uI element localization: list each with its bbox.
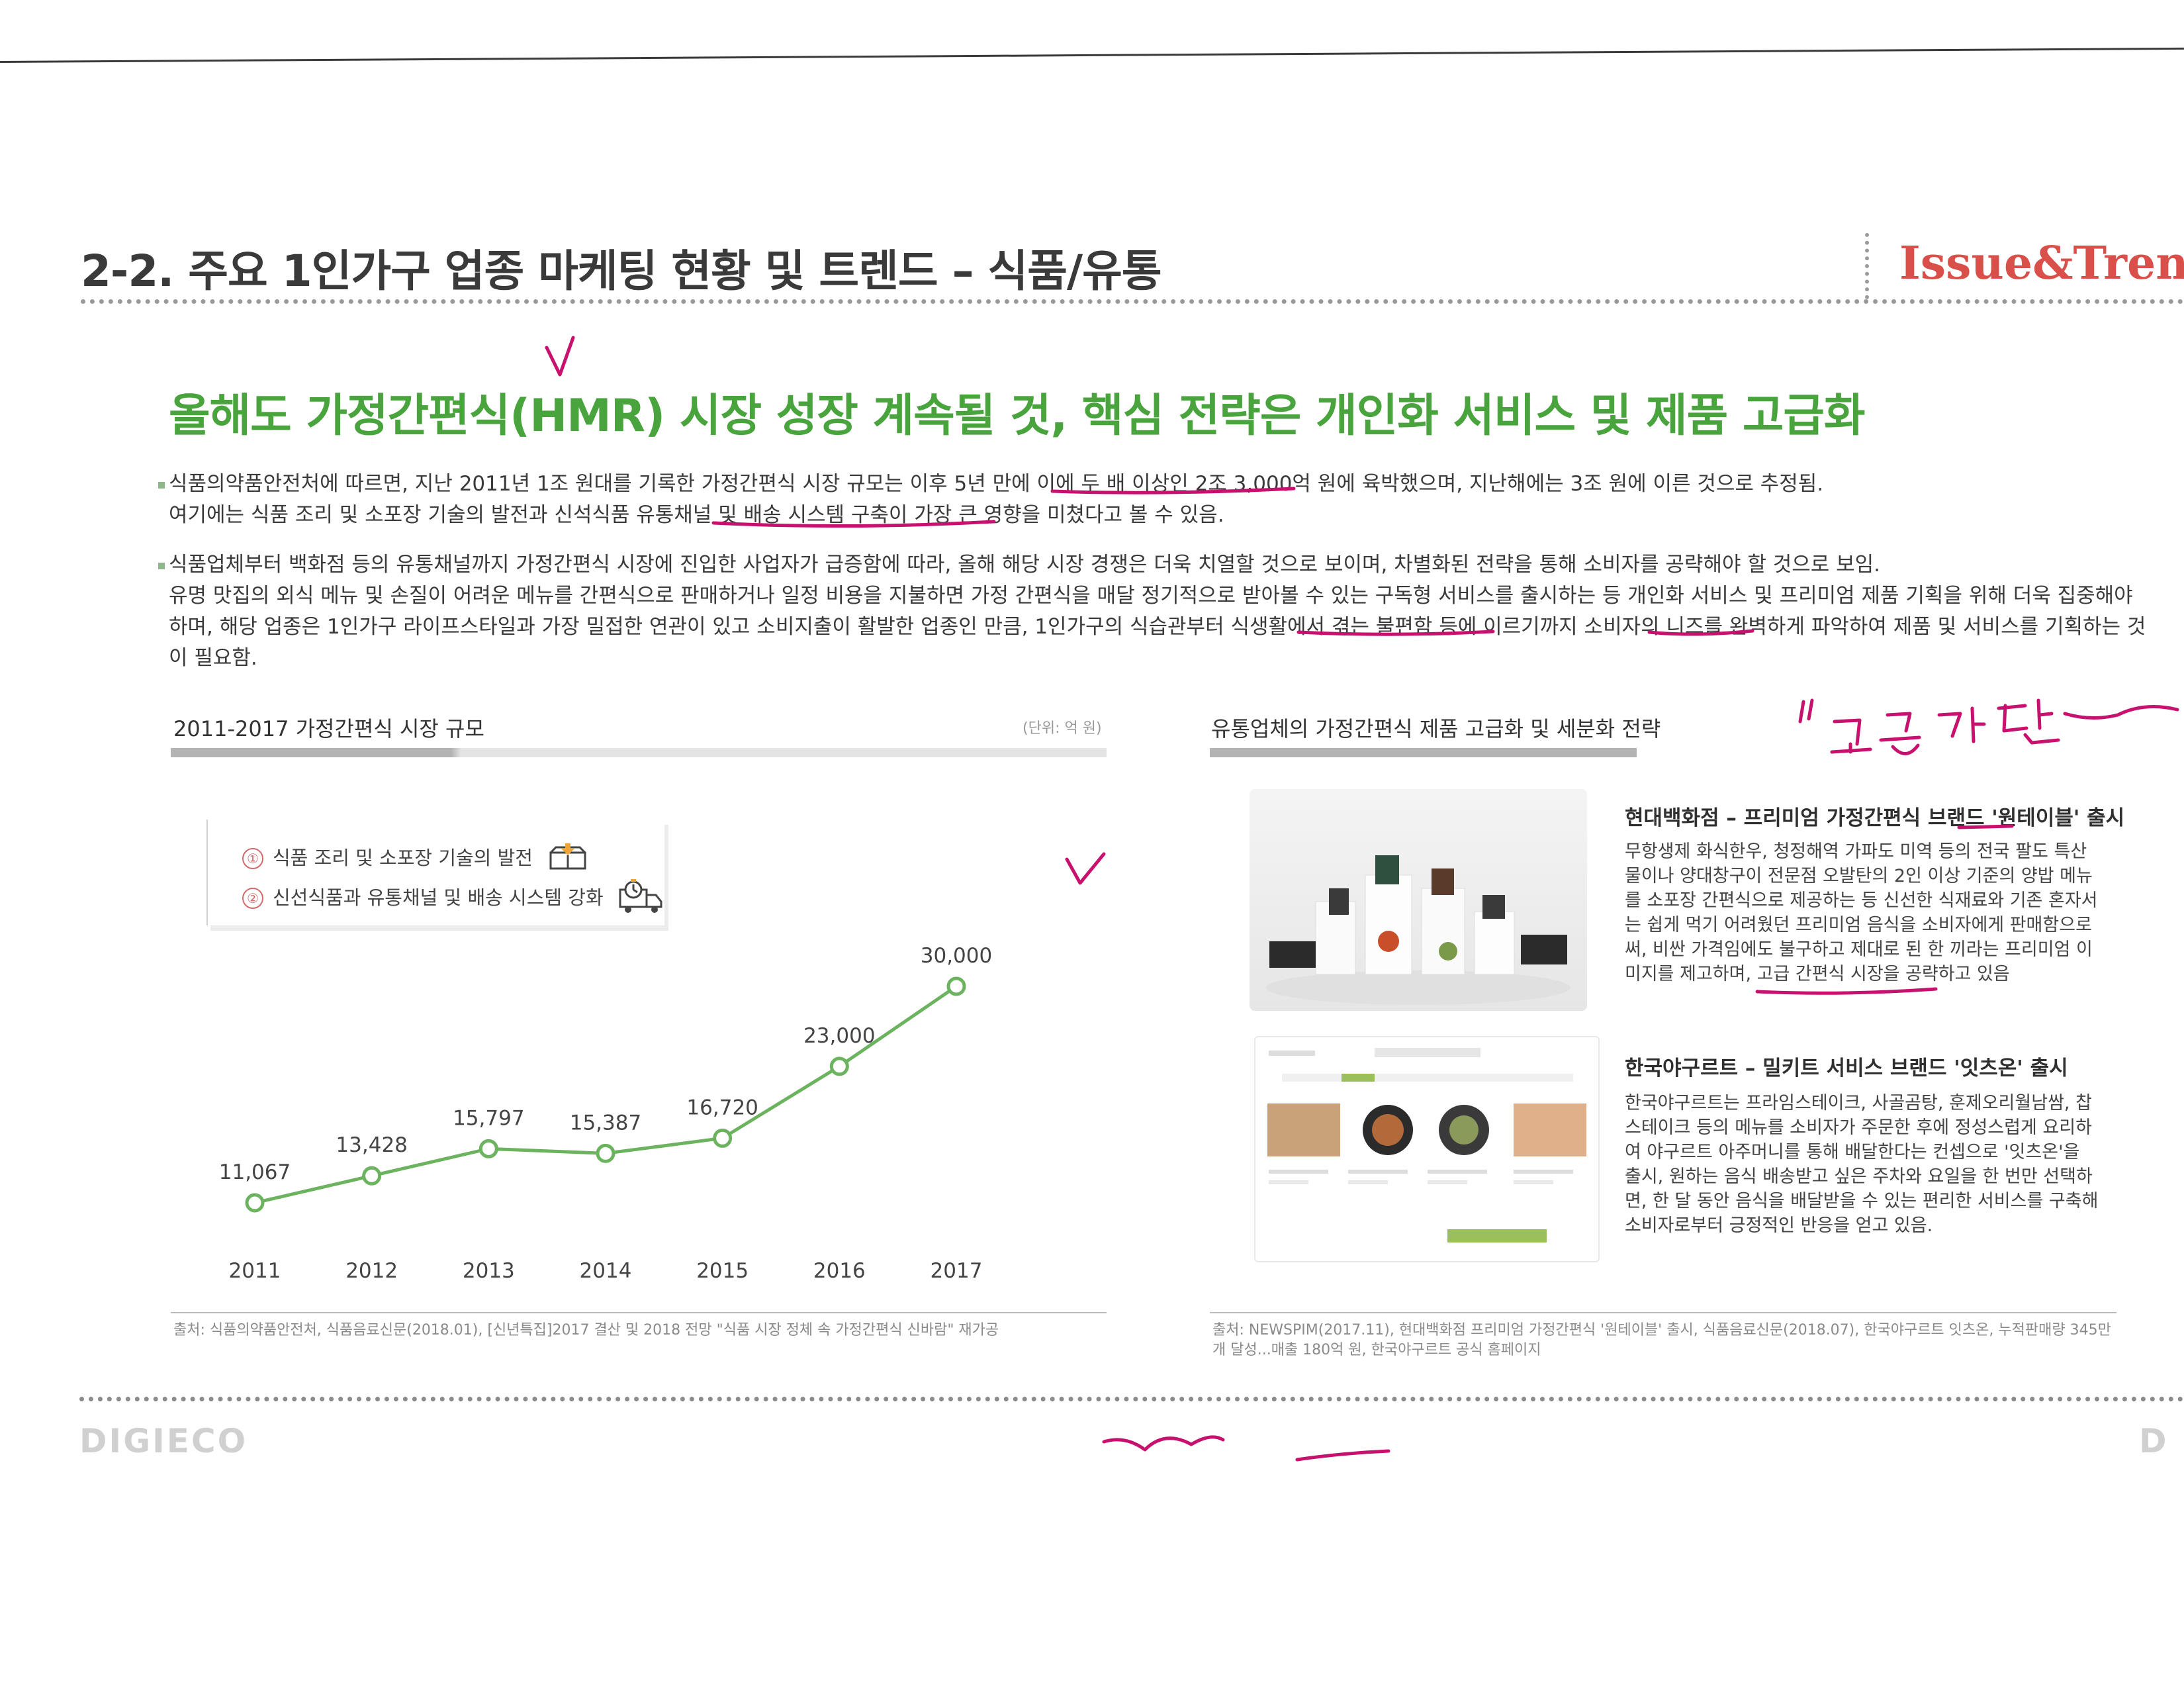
underline-distribution-channel [711, 520, 996, 528]
bullet-2-line-2: 유명 맛집의 외식 메뉴 및 손질이 어려운 메뉴를 간편식으로 판매하거나 일… [169, 584, 2146, 670]
package-icon [549, 843, 586, 870]
eatson-website-screenshot [1254, 1036, 1600, 1262]
x-tick-2017: 2017 [931, 1259, 983, 1283]
data-point-2014 [596, 1143, 615, 1163]
chart-panel-title: 2011-2017 가정간편식 시장 규모 [173, 716, 484, 741]
chart-panel-bar [171, 748, 1107, 757]
data-point-2015 [713, 1128, 733, 1148]
footer-scribble-1 [1102, 1435, 1225, 1452]
chart-unit-label: (단위: 억 원) [1023, 720, 1102, 737]
chart-source: 출처: 식품의약품안전처, 식품음료신문(2018.01), [신년특집]201… [173, 1322, 999, 1338]
data-label-2016: 23,000 [803, 1024, 875, 1048]
delivery-truck-icon [619, 879, 662, 913]
data-label-2015: 16,720 [686, 1096, 758, 1119]
data-label-2013: 15,797 [453, 1106, 524, 1130]
legend-item-2-text: 신선식품과 유통채널 및 배송 시스템 강화 [273, 886, 604, 909]
eatson-item-body: 한국야구르트는 프라임스테이크, 사골곰탕, 훈제오리월남쌈, 찹스테이크 등의… [1625, 1093, 2099, 1236]
x-tick-2015: 2015 [696, 1259, 749, 1283]
issue-trend-label: Issue&Trend [1899, 237, 2184, 290]
legend-item-2-number: ② [242, 888, 263, 909]
underline-onetable [1957, 824, 2014, 829]
data-point-2017 [946, 976, 966, 996]
data-point-2012 [362, 1166, 382, 1186]
footer-dotted-rule [79, 1397, 2184, 1401]
section-title: 2-2. 주요 1인가구 업종 마케팅 현황 및 트렌드 – 식품/유통 [81, 246, 1162, 297]
footer-scribble-2 [1295, 1449, 1390, 1462]
legend-item-1-number: ① [242, 848, 263, 869]
header-dotted-rule [81, 299, 2184, 304]
bullet-square-icon [158, 563, 165, 569]
headline: 올해도 가정간편식(HMR) 시장 성장 계속될 것, 핵심 전략은 개인화 서… [169, 390, 1865, 442]
bullet-square-icon [158, 482, 165, 489]
underline-eating-habits [1297, 630, 1495, 636]
bullet-1-line-1: 식품의약품안전처에 따르면, 지난 2011년 1조 원대를 기록한 가정간편식… [169, 472, 1824, 496]
onetable-item-body: 무항생제 화식한우, 청정해역 가파도 미역 등의 전국 팔도 특산물이나 양대… [1625, 841, 2098, 984]
data-point-2013 [478, 1139, 498, 1158]
eatson-item-title: 한국야구르트 – 밀키트 서비스 브랜드 '잇츠온' 출시 [1625, 1056, 2068, 1080]
onetable-product-photo [1250, 789, 1587, 1011]
data-label-2017: 30,000 [921, 944, 992, 968]
onetable-item-title: 현대백화점 – 프리미엄 가정간편식 브랜드 '원테이블' 출시 [1625, 806, 2125, 830]
strategy-source: 출처: NEWSPIM(2017.11), 현대백화점 프리미엄 가정간편식 '… [1212, 1322, 2111, 1358]
legend-item-1-text: 식품 조리 및 소포장 기술의 발전 [273, 847, 533, 869]
x-tick-2012: 2012 [345, 1259, 398, 1283]
legend-item-1: ① 식품 조리 및 소포장 기술의 발전 [242, 842, 589, 871]
x-tick-2014: 2014 [580, 1259, 632, 1283]
market-size-line-chart: 11,067 13,428 15,797 15,387 16,720 23,000 30,0… [219, 944, 992, 1283]
bullet-item-2: 식품업체부터 백화점 등의 유통채널까지 가정간편식 시장에 진입한 사업자가 … [158, 549, 2148, 674]
x-tick-2016: 2016 [813, 1259, 866, 1283]
check-mark-hmr [545, 336, 575, 377]
digieco-logo: DIGIECO [79, 1422, 248, 1460]
underline-five-years [1050, 487, 1296, 494]
bullet-2-line-1: 식품업체부터 백화점 등의 유통채널까지 가정간편식 시장에 진입한 사업자가 … [169, 553, 1881, 577]
legend-item-2: ② 신선식품과 유통채널 및 배송 시스템 강화 [242, 878, 664, 915]
check-mark-30000 [1065, 852, 1106, 885]
strategy-source-rule [1210, 1312, 2116, 1313]
x-tick-2013: 2013 [463, 1259, 515, 1283]
data-label-2014: 15,387 [570, 1111, 641, 1135]
product-display-illustration [1266, 855, 1570, 1005]
underline-premium-market [1755, 987, 1938, 995]
chart-legend-box: ① 식품 조리 및 소포장 기술의 발전 ② 신선식품과 유통채널 및 배송 시스템… [206, 820, 664, 925]
data-point-2011 [245, 1193, 265, 1213]
data-label-2012: 13,428 [336, 1133, 407, 1157]
header-divider [1865, 233, 1869, 299]
meal-kit-site-illustration [1267, 1048, 1586, 1243]
handwritten-note-premium-hmr [1798, 698, 2179, 755]
strategy-panel-title: 유통업체의 가정간편식 제품 고급화 및 세분화 전략 [1211, 716, 1661, 741]
x-tick-2011: 2011 [229, 1259, 281, 1283]
strategy-panel-bar [1210, 748, 1637, 757]
data-label-2011: 11,067 [219, 1160, 291, 1184]
underline-inconvenience [1647, 629, 1754, 636]
bullet-item-1: 식품의약품안전처에 따르면, 지난 2011년 1조 원대를 기록한 가정간편식… [158, 469, 2148, 531]
data-point-2016 [829, 1056, 849, 1076]
chart-source-rule [171, 1312, 1107, 1313]
digieco-logo-partial: D [2139, 1422, 2167, 1460]
bullet-1-line-2: 여기에는 식품 조리 및 소포장 기술의 발전과 신석식품 유통채널 및 배송 … [169, 503, 1224, 527]
